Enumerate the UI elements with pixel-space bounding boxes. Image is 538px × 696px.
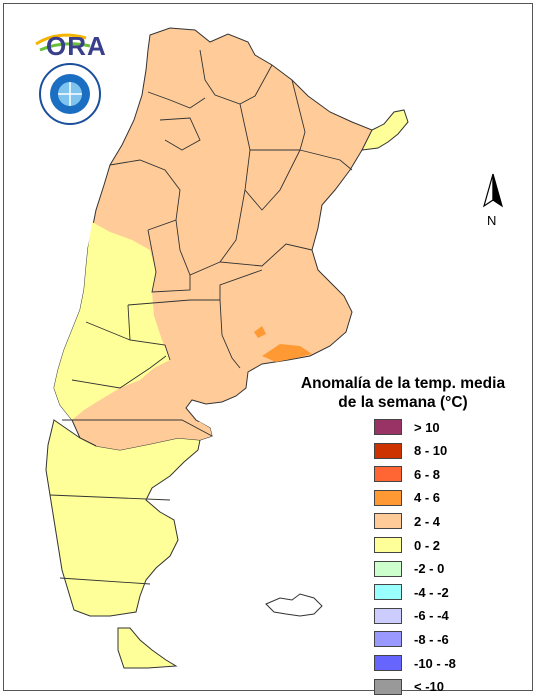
hotspot-buenos-aires-coast bbox=[262, 344, 312, 362]
legend-swatch bbox=[374, 442, 402, 459]
legend-item: -8 - -6 bbox=[374, 629, 449, 649]
legend-item: -10 - -8 bbox=[374, 653, 456, 673]
legend-swatch bbox=[374, 655, 402, 671]
legend-label: -4 - -2 bbox=[414, 584, 449, 600]
legend-swatch bbox=[374, 489, 402, 506]
hotspot-inland bbox=[254, 326, 266, 338]
legend-swatch bbox=[374, 631, 402, 648]
legend-title: Anomalía de la temp. media de la semana … bbox=[283, 374, 523, 412]
ora-logo-icon bbox=[35, 33, 91, 52]
legend-label: -8 - -6 bbox=[414, 631, 449, 647]
legend-item: -6 - -4 bbox=[374, 606, 449, 626]
region-tierra-del-fuego bbox=[117, 627, 178, 669]
legend-swatch bbox=[374, 466, 402, 483]
legend-swatch bbox=[374, 678, 402, 695]
legend-label: -6 - -4 bbox=[414, 608, 449, 624]
logo-text: ORA bbox=[46, 31, 107, 61]
region-pampa-warm-wedge bbox=[54, 420, 212, 450]
legend-swatch bbox=[374, 513, 402, 530]
legend-title-line2: de la semana (°C) bbox=[338, 394, 468, 411]
legend-label: 6 - 8 bbox=[414, 466, 441, 482]
legend-label: > 10 bbox=[414, 419, 440, 435]
legend-item: < -10 bbox=[374, 677, 444, 696]
legend-item: -4 - -2 bbox=[374, 582, 449, 602]
legend-swatch bbox=[374, 607, 402, 624]
legend-item: 6 - 8 bbox=[374, 464, 440, 484]
region-cuyo-neutral bbox=[54, 222, 170, 420]
legend-label: 2 - 4 bbox=[414, 513, 441, 529]
legend-label: 8 - 10 bbox=[414, 443, 448, 459]
region-malvinas bbox=[265, 593, 323, 617]
legend-title-line1: Anomalía de la temp. media bbox=[300, 375, 506, 392]
legend-swatch bbox=[374, 419, 402, 435]
north-arrow-icon bbox=[482, 173, 504, 208]
legend-item: 2 - 4 bbox=[374, 511, 440, 531]
legend-label: 0 - 2 bbox=[414, 537, 441, 553]
legend-swatch bbox=[374, 537, 402, 553]
page-frame bbox=[3, 3, 533, 691]
legend-item: 4 - 6 bbox=[374, 488, 440, 508]
smn-emblem-icon bbox=[39, 63, 101, 125]
legend-item: -2 - 0 bbox=[374, 559, 444, 579]
legend-label: 4 - 6 bbox=[414, 490, 441, 506]
legend-swatch bbox=[374, 560, 402, 577]
legend-label: -10 - -8 bbox=[414, 655, 456, 671]
region-misiones bbox=[361, 109, 409, 151]
legend-swatch bbox=[374, 584, 402, 601]
legend-item: 8 - 10 bbox=[374, 441, 447, 461]
legend-item: > 10 bbox=[374, 417, 440, 437]
legend-item: 0 - 2 bbox=[374, 535, 440, 555]
legend-label: < -10 bbox=[414, 679, 444, 695]
legend-label: -2 - 0 bbox=[414, 561, 445, 577]
north-label: N bbox=[487, 213, 497, 228]
province-borders bbox=[49, 49, 353, 585]
